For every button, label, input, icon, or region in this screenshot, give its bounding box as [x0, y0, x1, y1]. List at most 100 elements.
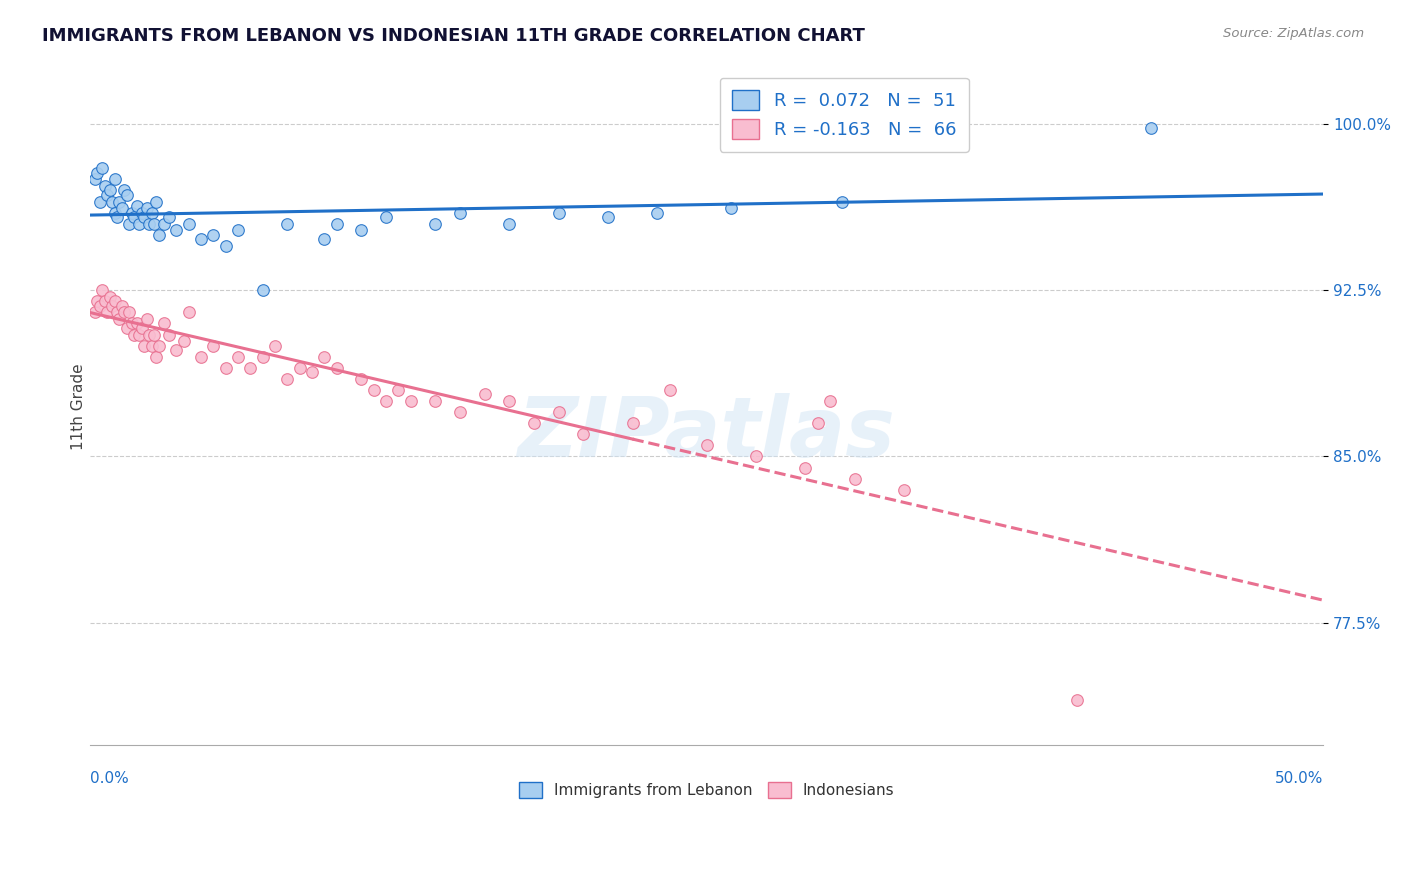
Point — [252, 350, 274, 364]
Point — [658, 383, 681, 397]
Point — [214, 360, 236, 375]
Point — [157, 327, 180, 342]
Point — [818, 394, 841, 409]
Point — [108, 312, 131, 326]
Point — [135, 312, 157, 326]
Point — [138, 327, 160, 342]
Point — [143, 327, 166, 342]
Point — [252, 283, 274, 297]
Text: IMMIGRANTS FROM LEBANON VS INDONESIAN 11TH GRADE CORRELATION CHART: IMMIGRANTS FROM LEBANON VS INDONESIAN 11… — [42, 27, 865, 45]
Point — [696, 438, 718, 452]
Point — [794, 460, 817, 475]
Point — [86, 166, 108, 180]
Point — [89, 194, 111, 209]
Point — [103, 172, 125, 186]
Point — [98, 290, 121, 304]
Point — [449, 405, 471, 419]
Point — [572, 427, 595, 442]
Point — [135, 201, 157, 215]
Point — [112, 305, 135, 319]
Point — [301, 365, 323, 379]
Point — [96, 305, 118, 319]
Point — [498, 217, 520, 231]
Point — [93, 294, 115, 309]
Point — [239, 360, 262, 375]
Point — [214, 239, 236, 253]
Point — [165, 223, 187, 237]
Point — [226, 223, 249, 237]
Point — [288, 360, 311, 375]
Point — [148, 338, 170, 352]
Point — [122, 327, 145, 342]
Point — [112, 183, 135, 197]
Text: ZIPatlas: ZIPatlas — [517, 393, 896, 475]
Point — [177, 305, 200, 319]
Point — [93, 179, 115, 194]
Point — [125, 317, 148, 331]
Point — [325, 217, 347, 231]
Point — [91, 161, 114, 176]
Point — [177, 217, 200, 231]
Text: Source: ZipAtlas.com: Source: ZipAtlas.com — [1223, 27, 1364, 40]
Point — [128, 327, 150, 342]
Point — [387, 383, 409, 397]
Point — [173, 334, 195, 348]
Point — [121, 205, 143, 219]
Point — [86, 294, 108, 309]
Point — [105, 210, 128, 224]
Point — [83, 172, 105, 186]
Point — [121, 317, 143, 331]
Point — [276, 217, 298, 231]
Point — [596, 210, 619, 224]
Point — [425, 217, 447, 231]
Point — [141, 205, 163, 219]
Text: 0.0%: 0.0% — [90, 772, 128, 786]
Point — [125, 199, 148, 213]
Point — [547, 205, 569, 219]
Point — [314, 350, 336, 364]
Point — [190, 232, 212, 246]
Point — [325, 360, 347, 375]
Point — [118, 217, 141, 231]
Point — [399, 394, 422, 409]
Point — [118, 305, 141, 319]
Point — [276, 372, 298, 386]
Point — [844, 472, 866, 486]
Point — [449, 205, 471, 219]
Point — [145, 350, 167, 364]
Point — [374, 394, 396, 409]
Point — [122, 210, 145, 224]
Point — [143, 217, 166, 231]
Point — [89, 299, 111, 313]
Point — [145, 194, 167, 209]
Point — [831, 194, 853, 209]
Point — [101, 194, 124, 209]
Point — [202, 227, 225, 242]
Point — [202, 338, 225, 352]
Point — [425, 394, 447, 409]
Point — [547, 405, 569, 419]
Point — [806, 416, 828, 430]
Point — [645, 205, 668, 219]
Point — [134, 338, 156, 352]
Y-axis label: 11th Grade: 11th Grade — [72, 363, 86, 450]
Point — [314, 232, 336, 246]
Point — [720, 201, 742, 215]
Point — [157, 210, 180, 224]
Point — [134, 210, 156, 224]
Point — [131, 205, 153, 219]
Point — [523, 416, 546, 430]
Point — [98, 183, 121, 197]
Point — [226, 350, 249, 364]
Point — [108, 194, 131, 209]
Text: 50.0%: 50.0% — [1275, 772, 1323, 786]
Point — [138, 217, 160, 231]
Point — [105, 305, 128, 319]
Point — [153, 317, 176, 331]
Point — [350, 223, 373, 237]
Point — [148, 227, 170, 242]
Point — [96, 187, 118, 202]
Point — [103, 205, 125, 219]
Point — [111, 201, 134, 215]
Point — [101, 299, 124, 313]
